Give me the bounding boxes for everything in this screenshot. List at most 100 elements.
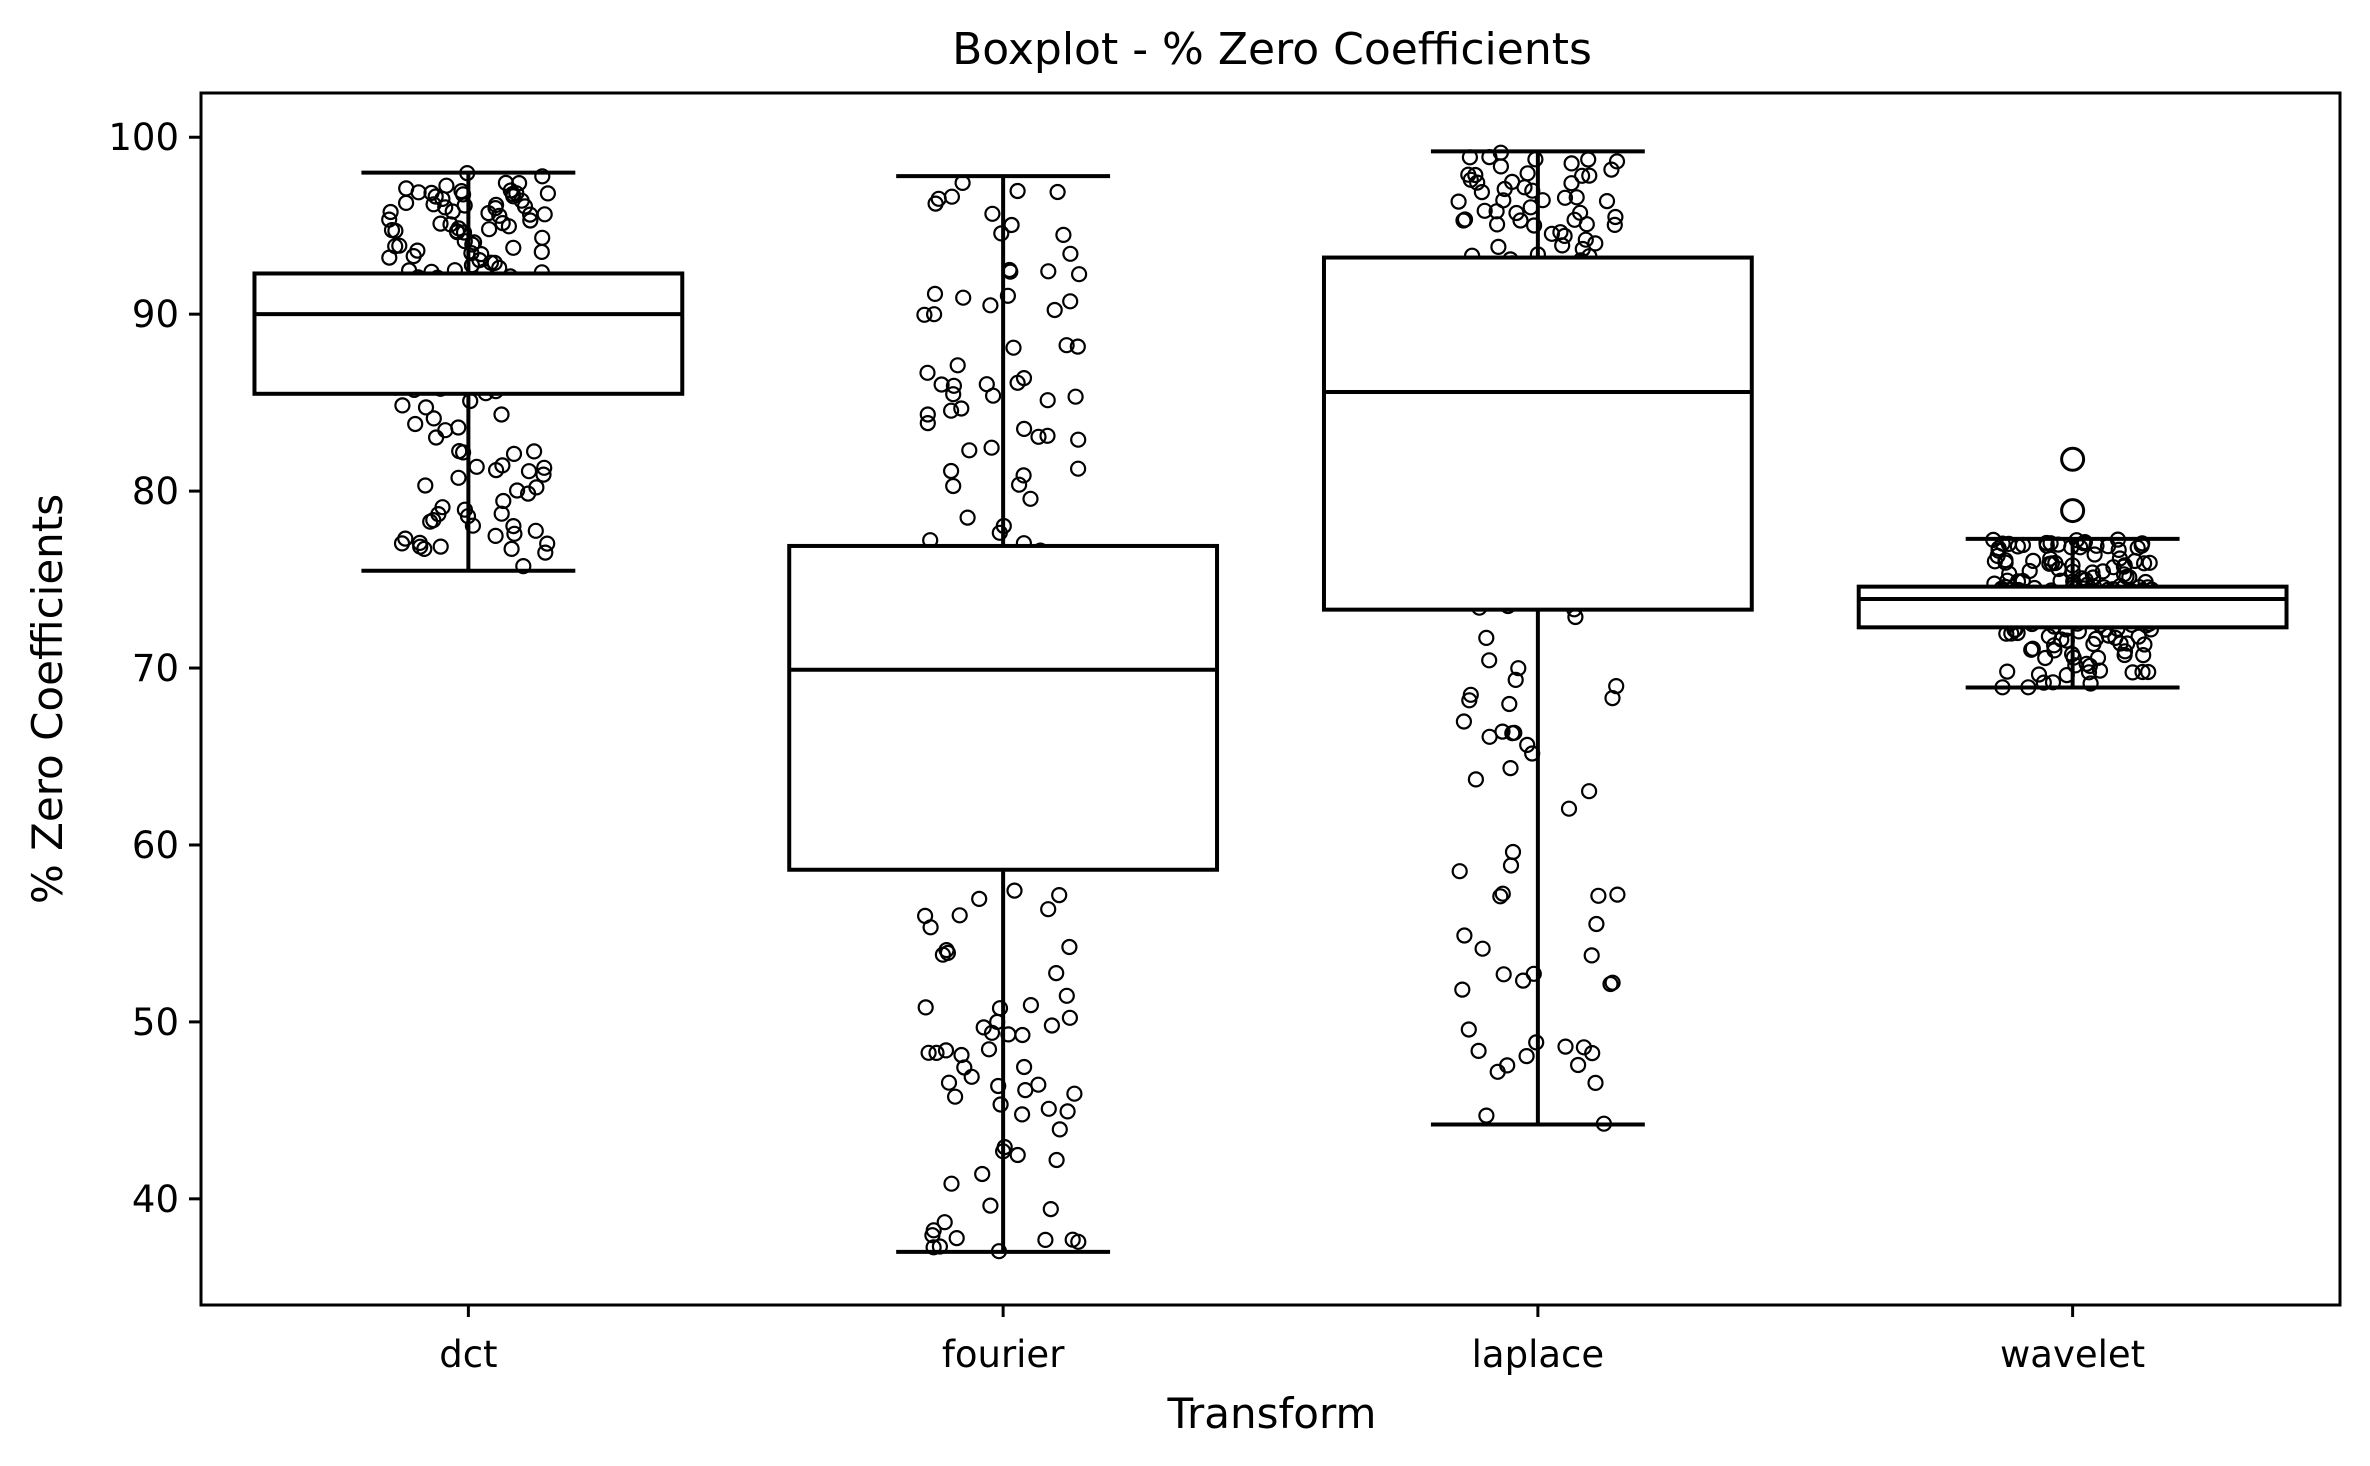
data-point: [1522, 199, 1539, 216]
data-point: [955, 289, 972, 306]
data-point: [937, 1042, 955, 1059]
data-point: [2136, 555, 2153, 572]
data-point: [1999, 663, 2016, 680]
data-point: [1451, 863, 1468, 880]
data-point: [1070, 266, 1088, 283]
data-point: [1508, 204, 1525, 222]
data-point: [1015, 420, 1033, 437]
data-point: [1062, 245, 1079, 262]
x-tick-label: wavelet: [2000, 1333, 2145, 1376]
data-point: [1575, 1039, 1593, 1056]
data-point: [491, 207, 508, 224]
data-point: [1587, 1074, 1604, 1092]
data-point: [1040, 263, 1057, 280]
data-point: [1580, 783, 1598, 800]
data-point: [1058, 987, 1075, 1004]
data-point: [1499, 1057, 1516, 1074]
plot-frame: [199, 91, 2342, 1307]
data-point: [1563, 155, 1580, 172]
data-point: [1581, 167, 1598, 184]
data-point: [1478, 629, 1495, 647]
y-tick-label: 70: [132, 647, 179, 690]
data-point: [493, 406, 510, 423]
data-point: [2107, 629, 2124, 647]
data-point: [1566, 211, 1583, 228]
x-tick-label: dct: [439, 1333, 497, 1376]
data-point: [481, 221, 498, 238]
data-point: [437, 422, 454, 439]
data-point: [427, 188, 444, 205]
data-point: [2141, 554, 2158, 571]
data-point: [1563, 175, 1580, 192]
data-point: [468, 458, 485, 475]
data-point: [1069, 460, 1087, 477]
data-point: [2025, 552, 2042, 570]
data-point: [1009, 1146, 1026, 1164]
data-point: [1003, 216, 1020, 234]
data-point: [425, 410, 442, 427]
data-point: [1607, 208, 1624, 226]
data-point: [437, 199, 454, 216]
data-point: [927, 195, 944, 212]
data-point: [1030, 428, 1047, 445]
data-point: [520, 463, 538, 480]
data-point: [1006, 882, 1023, 899]
data-point: [432, 215, 449, 232]
data-point: [1022, 490, 1039, 507]
data-point: [417, 477, 434, 494]
data-point: [917, 999, 934, 1016]
data-point: [974, 1165, 991, 1183]
data-point: [1454, 981, 1471, 998]
data-point: [959, 509, 976, 526]
data-point: [2082, 675, 2099, 692]
data-point: [503, 540, 520, 558]
data-point: [1492, 158, 1510, 175]
data-point: [951, 907, 968, 924]
data-point: [2035, 674, 2052, 691]
data-point: [1470, 1042, 1487, 1060]
data-point: [1015, 1058, 1033, 1076]
data-point: [2112, 635, 2129, 652]
data-point: [539, 185, 557, 202]
data-point: [2116, 643, 2134, 660]
data-point: [953, 400, 970, 417]
data-point: [1543, 225, 1561, 242]
data-point: [1554, 237, 1571, 254]
data-point: [1469, 174, 1486, 191]
data-point: [925, 306, 943, 323]
data-point: [1557, 1038, 1574, 1055]
data-point: [916, 306, 933, 323]
data-point: [1048, 1151, 1065, 1169]
data-point: [1519, 736, 1536, 754]
data-point: [505, 445, 523, 462]
data-point: [456, 233, 473, 250]
data-point: [521, 206, 539, 223]
chart-title: Boxplot - % Zero Coefficients: [952, 24, 1592, 75]
data-point: [2124, 664, 2141, 681]
data-point: [1062, 293, 1079, 310]
data-point: [1015, 467, 1032, 484]
data-point: [1010, 476, 1028, 493]
data-point: [1556, 189, 1574, 206]
y-tick-label: 40: [132, 1178, 179, 1221]
outlier-point: [2060, 498, 2086, 524]
data-point: [943, 1175, 960, 1192]
data-point: [1013, 1106, 1031, 1123]
data-point: [1514, 972, 1532, 989]
data-point: [2135, 646, 2152, 664]
data-point: [536, 206, 553, 223]
data-point: [975, 1019, 992, 1036]
data-point: [982, 297, 999, 314]
data-point: [537, 544, 554, 561]
data-point: [1455, 713, 1473, 730]
boxes-layer: [252, 149, 2289, 1254]
data-point: [945, 377, 963, 394]
data-point: [450, 469, 467, 486]
data-point: [442, 216, 459, 233]
data-point: [506, 525, 523, 542]
data-point: [1037, 1231, 1054, 1249]
data-point: [1066, 1085, 1083, 1102]
data-point: [1064, 1231, 1081, 1248]
data-point: [515, 557, 532, 575]
data-point: [533, 243, 550, 260]
